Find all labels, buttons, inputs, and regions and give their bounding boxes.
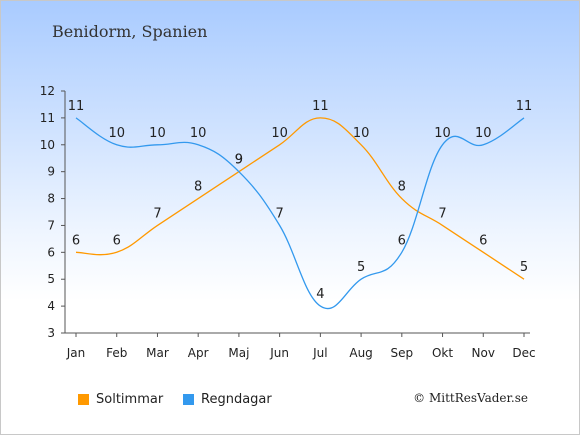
x-tick-label-dec: Dec xyxy=(512,346,535,360)
data-label-regndagar-maj: 9 xyxy=(235,153,243,168)
y-tick-label-6: 6 xyxy=(47,245,55,259)
legend-label-regndagar: Regndagar xyxy=(201,391,272,407)
x-tick-label-jun: Jun xyxy=(269,346,289,360)
y-tick-label-9: 9 xyxy=(47,165,55,179)
series-line-regndagar xyxy=(75,117,525,310)
data-label-soltimmar-maj: 9 xyxy=(235,153,243,168)
data-label-regndagar-jun: 7 xyxy=(275,206,283,221)
data-label-regndagar-jul: 4 xyxy=(316,287,324,302)
data-label-regndagar-nov: 10 xyxy=(475,126,492,141)
legend-swatch-soltimmar xyxy=(78,393,89,405)
x-tick-label-feb: Feb xyxy=(106,346,127,360)
legend-item-regndagar: Regndagar xyxy=(183,390,272,408)
y-tick-label-11: 11 xyxy=(40,111,55,125)
x-tick-label-maj: Maj xyxy=(228,346,249,360)
data-label-regndagar-mar: 10 xyxy=(149,126,166,141)
data-label-regndagar-jan: 11 xyxy=(68,99,85,114)
x-tick-label-apr: Apr xyxy=(188,346,209,360)
data-label-regndagar-okt: 10 xyxy=(434,126,451,141)
x-tick-label-nov: Nov xyxy=(472,346,495,360)
x-tick-label-aug: Aug xyxy=(349,346,372,360)
legend-swatch-regndagar xyxy=(183,393,194,405)
data-label-soltimmar-jun: 10 xyxy=(271,126,288,141)
data-label-soltimmar-nov: 6 xyxy=(479,233,487,248)
data-label-soltimmar-okt: 7 xyxy=(438,206,446,221)
legend-label-soltimmar: Soltimmar xyxy=(96,391,164,407)
chart-title: Benidorm, Spanien xyxy=(52,22,208,41)
y-tick-label-8: 8 xyxy=(47,192,55,206)
y-tick-label-3: 3 xyxy=(47,326,55,340)
data-label-soltimmar-mar: 7 xyxy=(153,206,161,221)
data-label-regndagar-sep: 6 xyxy=(398,233,406,248)
data-label-soltimmar-jul: 11 xyxy=(312,99,329,114)
x-tick-label-mar: Mar xyxy=(146,346,169,360)
x-tick-label-sep: Sep xyxy=(391,346,414,360)
y-tick-label-4: 4 xyxy=(47,299,55,313)
data-label-soltimmar-feb: 6 xyxy=(113,233,121,248)
data-label-regndagar-feb: 10 xyxy=(108,126,125,141)
x-tick-label-jul: Jul xyxy=(312,346,327,360)
data-label-regndagar-aug: 5 xyxy=(357,260,365,275)
y-tick-label-5: 5 xyxy=(47,272,55,286)
data-label-soltimmar-apr: 8 xyxy=(194,180,202,195)
x-tick-label-okt: Okt xyxy=(432,346,453,360)
y-tick-label-12: 12 xyxy=(40,84,55,98)
data-label-soltimmar-jan: 6 xyxy=(72,233,80,248)
credit-text: © MittResVader.se xyxy=(413,391,528,405)
data-label-regndagar-apr: 10 xyxy=(190,126,207,141)
series-line-soltimmar xyxy=(75,117,525,280)
y-tick-label-10: 10 xyxy=(40,138,55,152)
y-tick-label-7: 7 xyxy=(47,218,55,232)
data-label-soltimmar-sep: 8 xyxy=(398,180,406,195)
x-tick-label-jan: Jan xyxy=(66,346,86,360)
data-label-soltimmar-aug: 10 xyxy=(353,126,370,141)
data-label-soltimmar-dec: 5 xyxy=(520,260,528,275)
legend-item-soltimmar: Soltimmar xyxy=(78,390,163,408)
data-label-regndagar-dec: 11 xyxy=(516,99,533,114)
